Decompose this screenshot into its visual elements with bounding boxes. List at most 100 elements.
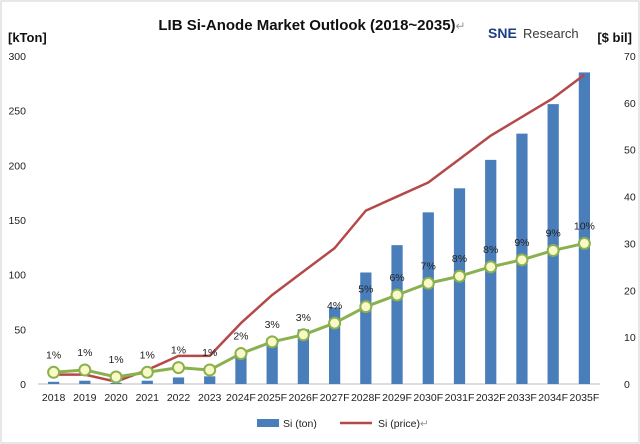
share-label: 6% bbox=[389, 272, 404, 284]
x-tick-label: 2022 bbox=[167, 392, 191, 404]
share-marker bbox=[265, 335, 279, 349]
left-axis-ticks: 0 50 100 150 200 250 300 bbox=[8, 51, 26, 391]
share-marker bbox=[484, 260, 498, 274]
share-marker bbox=[172, 361, 185, 375]
chart-title-mark: ↵ bbox=[456, 19, 466, 33]
share-label: 9% bbox=[514, 237, 529, 249]
right-tick-label: 40 bbox=[624, 192, 636, 204]
share-label: 1% bbox=[108, 354, 123, 366]
share-label: 1% bbox=[140, 349, 155, 361]
share-label: 3% bbox=[296, 312, 311, 324]
right-axis-ticks: 0 10 20 30 40 50 60 70 bbox=[624, 51, 636, 391]
share-marker bbox=[140, 365, 154, 379]
share-marker bbox=[421, 276, 435, 290]
share-label: 1% bbox=[171, 345, 186, 357]
bar bbox=[297, 329, 310, 384]
bar bbox=[47, 381, 60, 384]
share-label: 8% bbox=[452, 253, 467, 265]
share-label: 9% bbox=[546, 227, 561, 239]
x-tick-label: 2026F bbox=[288, 392, 318, 404]
right-tick-label: 0 bbox=[624, 379, 630, 391]
right-tick-label: 20 bbox=[624, 285, 636, 297]
share-label: 7% bbox=[421, 260, 436, 272]
bar bbox=[204, 376, 216, 384]
share-marker bbox=[515, 253, 529, 267]
bar bbox=[79, 380, 91, 384]
right-tick-label: 70 bbox=[624, 51, 636, 63]
share-marker bbox=[109, 370, 123, 384]
x-tick-label: 2034F bbox=[538, 392, 568, 404]
x-tick-label: 2024F bbox=[226, 392, 256, 404]
bar bbox=[266, 338, 278, 384]
bar bbox=[422, 212, 434, 384]
left-axis-unit: [kTon] bbox=[8, 30, 47, 45]
share-label: 3% bbox=[265, 319, 280, 331]
x-tick-label: 2031F bbox=[445, 392, 475, 404]
share-marker bbox=[359, 300, 373, 314]
x-tick-label: 2030F bbox=[413, 392, 443, 404]
x-tick-label: 2019 bbox=[73, 392, 97, 404]
right-tick-label: 10 bbox=[624, 332, 636, 344]
bar bbox=[328, 307, 341, 384]
x-tick-label: 2032F bbox=[476, 392, 506, 404]
bar bbox=[453, 188, 466, 384]
share-marker bbox=[203, 363, 217, 377]
share-label: 4% bbox=[327, 300, 342, 312]
left-tick-label: 250 bbox=[8, 106, 26, 118]
x-tick-label: 2035F bbox=[569, 392, 599, 404]
right-axis-unit: [$ bil] bbox=[597, 30, 632, 45]
bar bbox=[391, 245, 403, 384]
legend-bar-label: Si (ton) bbox=[283, 418, 317, 430]
share-labels: 1% 1% 1% 1% 1% 1% 2% 3% 3% 4% 5% 6% 7% 8% 8% 9% 9% 10% bbox=[46, 220, 595, 366]
share-label: 10% bbox=[574, 220, 595, 232]
left-tick-label: 150 bbox=[8, 215, 26, 227]
share-label: 1% bbox=[77, 347, 92, 359]
legend-line-label: Si (price)↵ bbox=[378, 418, 429, 430]
chart-title: LIB Si-Anode Market Outlook (2018~2035)↵ bbox=[158, 17, 465, 34]
share-label: 1% bbox=[202, 347, 217, 359]
x-tick-label: 2021 bbox=[136, 392, 160, 404]
share-marker bbox=[390, 288, 404, 302]
logo-research-text: Research bbox=[523, 26, 579, 41]
x-tick-label: 2033F bbox=[507, 392, 537, 404]
bar bbox=[360, 272, 372, 384]
x-tick-label: 2029F bbox=[382, 392, 412, 404]
right-tick-label: 30 bbox=[624, 238, 636, 250]
legend-line-label-text: Si (price) bbox=[378, 418, 420, 430]
bar bbox=[578, 72, 591, 385]
share-marker bbox=[577, 236, 591, 250]
share-marker bbox=[234, 347, 248, 361]
legend-bar-swatch bbox=[257, 419, 279, 427]
share-label: 2% bbox=[233, 331, 248, 343]
right-tick-label: 60 bbox=[624, 98, 636, 110]
bar bbox=[172, 377, 185, 384]
right-tick-label: 50 bbox=[624, 145, 636, 157]
publisher-logo: SNE Research bbox=[488, 25, 579, 41]
left-tick-label: 200 bbox=[8, 160, 26, 172]
x-tick-label: 2027F bbox=[320, 392, 350, 404]
share-marker bbox=[296, 328, 310, 342]
bar bbox=[141, 380, 153, 384]
left-tick-label: 50 bbox=[14, 324, 26, 336]
bar bbox=[235, 352, 247, 384]
x-axis-ticks: 2018 2019 2020 2021 2022 2023 2024F 2025F 2026F 2… bbox=[42, 392, 599, 404]
logo-sne-text: SNE bbox=[488, 25, 517, 41]
legend: Si (ton) Si (price)↵ bbox=[257, 418, 429, 430]
share-label: 5% bbox=[358, 284, 373, 296]
legend-line-mark: ↵ bbox=[420, 418, 429, 430]
share-marker bbox=[546, 243, 560, 257]
x-tick-label: 2025F bbox=[257, 392, 287, 404]
share-marker bbox=[328, 316, 342, 330]
left-tick-label: 300 bbox=[8, 51, 26, 63]
x-tick-label: 2023 bbox=[198, 392, 222, 404]
share-marker bbox=[47, 365, 61, 379]
chart-title-text: LIB Si-Anode Market Outlook (2018~2035) bbox=[158, 17, 455, 34]
share-label: 1% bbox=[46, 349, 61, 361]
share-label: 8% bbox=[483, 244, 498, 256]
share-marker bbox=[78, 363, 92, 377]
left-tick-label: 100 bbox=[8, 270, 26, 282]
share-line-series bbox=[47, 236, 591, 384]
